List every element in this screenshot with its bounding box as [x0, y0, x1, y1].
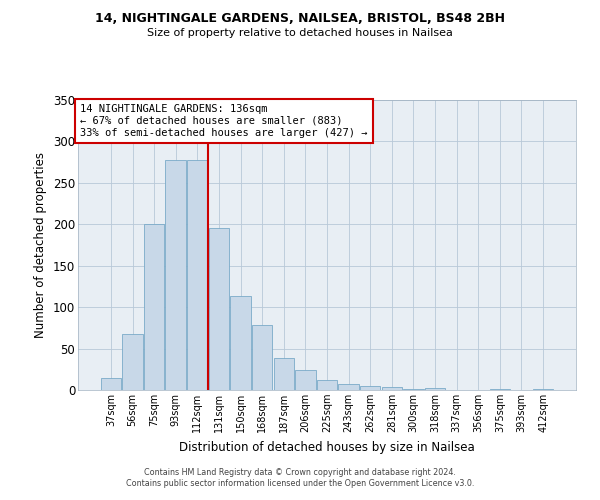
Text: Size of property relative to detached houses in Nailsea: Size of property relative to detached ho… — [147, 28, 453, 38]
Bar — [101, 378, 121, 390]
Bar — [274, 358, 294, 390]
Text: Contains HM Land Registry data © Crown copyright and database right 2024.
Contai: Contains HM Land Registry data © Crown c… — [126, 468, 474, 487]
X-axis label: Distribution of detached houses by size in Nailsea: Distribution of detached houses by size … — [179, 440, 475, 454]
Bar — [533, 389, 553, 390]
Bar — [252, 326, 272, 390]
Bar — [187, 160, 208, 390]
Bar — [144, 224, 164, 390]
Bar — [382, 386, 402, 390]
Bar — [360, 386, 380, 390]
Y-axis label: Number of detached properties: Number of detached properties — [34, 152, 47, 338]
Bar — [317, 380, 337, 390]
Bar — [230, 296, 251, 390]
Bar — [403, 389, 424, 390]
Bar — [209, 228, 229, 390]
Bar — [338, 384, 359, 390]
Text: 14 NIGHTINGALE GARDENS: 136sqm
← 67% of detached houses are smaller (883)
33% of: 14 NIGHTINGALE GARDENS: 136sqm ← 67% of … — [80, 104, 368, 138]
Bar — [122, 334, 143, 390]
Bar — [425, 388, 445, 390]
Text: 14, NIGHTINGALE GARDENS, NAILSEA, BRISTOL, BS48 2BH: 14, NIGHTINGALE GARDENS, NAILSEA, BRISTO… — [95, 12, 505, 26]
Bar — [490, 389, 510, 390]
Bar — [166, 160, 186, 390]
Bar — [295, 370, 316, 390]
